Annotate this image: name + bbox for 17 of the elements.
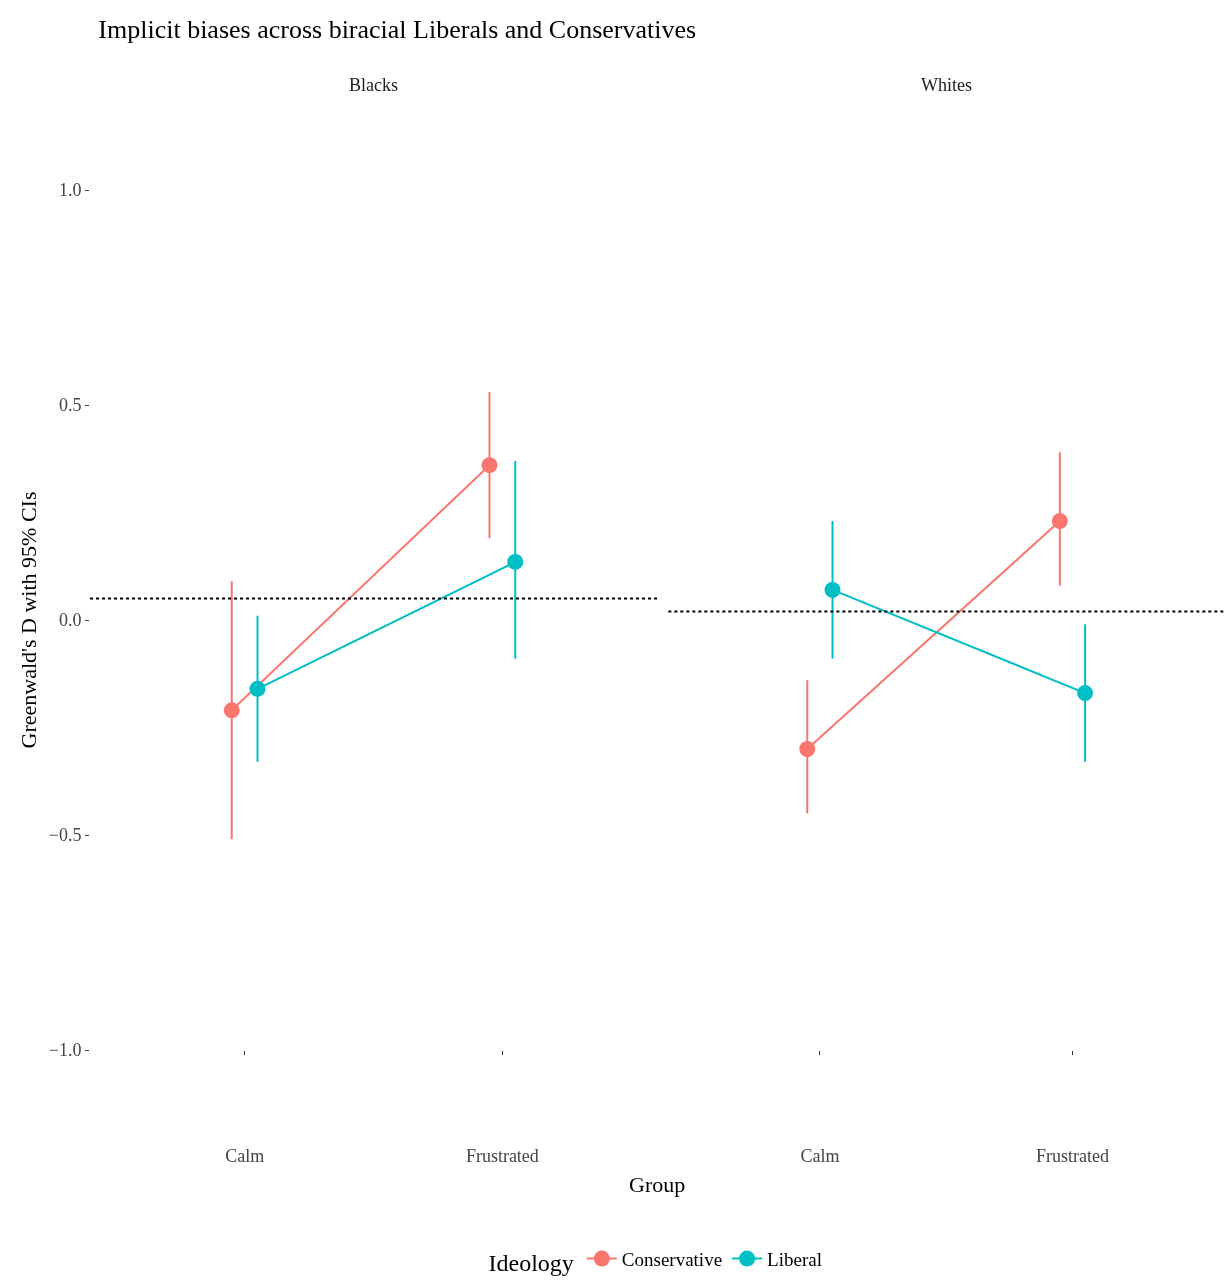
x-tick-label: Frustrated [1035,1145,1109,1166]
legend-title: Ideology [488,1249,574,1276]
x-tick-label: Calm [800,1145,840,1166]
legend-label: Conservative [621,1248,723,1270]
y-tick-label: −0.5 [48,825,82,846]
y-tick-label: 0.0 [58,610,82,631]
y-tick-label: 1.0 [58,180,82,201]
legend-label: Liberal [767,1248,822,1270]
y-tick-label: 0.5 [58,395,82,416]
chart-subtitle: Whites [921,75,972,95]
y-tick-label: −1.0 [48,1040,82,1061]
chart-subtitle: Blacks [349,75,398,95]
x-tick-label: Calm [225,1145,265,1166]
x-axis-title: Group [629,1172,686,1197]
x-tick-label: Frustrated [465,1145,539,1166]
y-axis-title: Greenwald's D with 95% CIs [16,491,41,749]
chart-title: Implicit biases across biracial Liberals and Conservatives [98,14,697,44]
